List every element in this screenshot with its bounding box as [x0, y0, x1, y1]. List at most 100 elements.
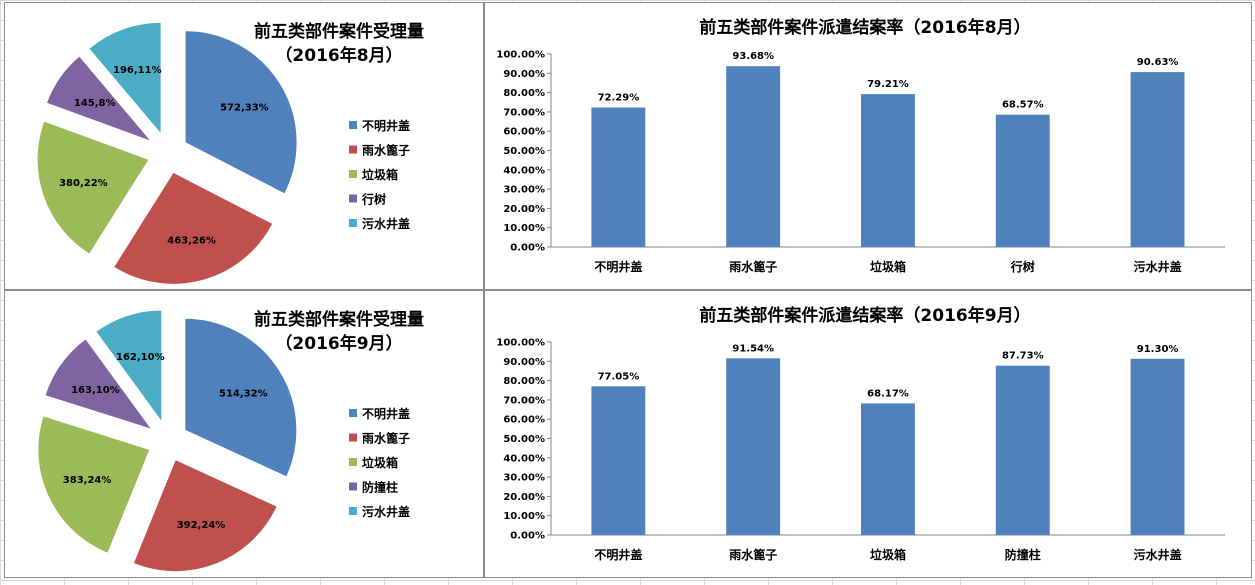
bar-chart-august: 前五类部件案件派遣结案率（2016年8月） 0.00% 10.00% 20.00% 30… — [484, 2, 1252, 290]
bar-aug-data-label-4: 90.63% — [1137, 57, 1179, 68]
bar-sep-y-tick-label-6: 60.00% — [503, 415, 545, 426]
bar-aug-y-tick-label-3: 30.00% — [503, 185, 545, 196]
pie-sep-slice-2 — [37, 415, 151, 554]
bar-aug-category-label-1: 雨水篦子 — [729, 259, 777, 274]
pie-aug-legend-label-3: 行树 — [361, 192, 386, 207]
pie-sep-legend-swatch-1 — [349, 433, 357, 442]
pie-aug-legend-swatch-0 — [349, 121, 357, 129]
pie-sep-legend-label-2: 垃圾箱 — [362, 455, 398, 470]
pie-aug-slice-label-0: 572,33% — [220, 102, 269, 113]
bar-sep-data-label-1: 91.54% — [732, 343, 774, 354]
bar-sep-y-tick-label-2: 20.00% — [503, 492, 545, 503]
pie-aug-slice-3 — [45, 55, 154, 143]
bar-aug-bar-0 — [591, 107, 646, 247]
pie-aug-slice-0 — [184, 30, 298, 195]
pie-sep-slice-label-2: 383,24% — [63, 475, 112, 486]
pie-sep-title-line1: 前五类部件案件受理量 — [254, 309, 424, 330]
bar-aug-category-label-4: 污水井盖 — [1134, 259, 1182, 274]
pie-sep-legend-label-3: 防撞柱 — [362, 480, 398, 495]
bar-sep-data-label-4: 91.30% — [1137, 344, 1179, 355]
pie-sep-legend-label-0: 不明井盖 — [362, 406, 410, 421]
bar-sep-bar-4 — [1130, 358, 1185, 535]
bar-sep-y-tick-label-9: 90.00% — [503, 357, 545, 368]
pie-chart-september-svg: 前五类部件案件受理量 （2016年9月） 514,32% 392,24% 383,24%… — [37, 309, 424, 573]
pie-sep-slice-3 — [44, 338, 154, 431]
pie-sep-legend-label-1: 雨水篦子 — [362, 431, 410, 446]
bar-aug-bar-2 — [861, 94, 915, 247]
pie-aug-slice-label-2: 380,22% — [59, 178, 108, 189]
bar-sep-bar-2 — [861, 403, 915, 535]
pie-sep-legend-swatch-4 — [349, 507, 357, 515]
bar-sep-y-tick-label-5: 50.00% — [503, 434, 545, 445]
pie-aug-slice-label-4: 196,11% — [113, 65, 162, 76]
bar-aug-y-tick-label-0: 0.00% — [510, 243, 545, 254]
bar-sep-category-label-4: 污水井盖 — [1134, 547, 1182, 562]
bar-sep-y-tick-label-4: 40.00% — [503, 453, 545, 464]
bar-aug-category-label-3: 行树 — [1010, 259, 1035, 274]
bar-sep-data-label-2: 68.17% — [867, 388, 909, 399]
pie-sep-slice-1 — [132, 458, 278, 573]
pie-aug-legend-swatch-1 — [349, 145, 357, 154]
pie-aug-slice-4 — [88, 21, 162, 136]
bar-sep-category-label-3: 防撞柱 — [1005, 547, 1041, 562]
bar-aug-y-tick-label-10: 100.00% — [496, 50, 545, 61]
pie-aug-slice-label-1: 463,26% — [167, 235, 216, 246]
pie-aug-title-line2: （2016年8月） — [275, 45, 402, 66]
bar-sep-category-label-0: 不明井盖 — [594, 547, 642, 562]
bar-aug-y-tick-label-8: 80.00% — [503, 88, 545, 99]
bar-aug-y-tick-label-4: 40.00% — [503, 165, 545, 176]
pie-chart-august: 前五类部件案件受理量 （2016年8月） 572,33% 463,26% 380,22%… — [4, 2, 484, 290]
bar-sep-data-label-0: 77.05% — [598, 371, 640, 382]
pie-chart-august-svg: 前五类部件案件受理量 （2016年8月） 572,33% 463,26% 380,22%… — [36, 21, 424, 285]
bar-aug-bar-4 — [1130, 72, 1185, 247]
pie-sep-title-line2: （2016年9月） — [275, 333, 402, 354]
bar-sep-y-tick-label-0: 0.00% — [510, 531, 545, 542]
bar-aug-data-label-2: 79.21% — [867, 79, 909, 90]
pie-aug-slice-2 — [36, 120, 150, 255]
bar-sep-y-tick-label-1: 10.00% — [503, 511, 545, 522]
pie-sep-slice-0 — [184, 317, 298, 478]
bar-chart-august-svg: 前五类部件案件派遣结案率（2016年8月） 0.00% 10.00% 20.00% 30… — [496, 17, 1225, 274]
pie-sep-legend-swatch-3 — [349, 482, 357, 491]
bar-sep-data-label-3: 87.73% — [1002, 351, 1044, 362]
bar-sep-y-tick-label-7: 70.00% — [503, 395, 545, 406]
bar-aug-bar-1 — [726, 66, 781, 247]
pie-aug-legend-swatch-3 — [349, 194, 357, 203]
pie-aug-legend-label-0: 不明井盖 — [362, 118, 410, 133]
pie-sep-slice-label-4: 162,10% — [116, 352, 165, 363]
pie-chart-september: 前五类部件案件受理量 （2016年9月） 514,32% 392,24% 383,24%… — [4, 290, 484, 578]
pie-aug-legend-swatch-2 — [349, 170, 357, 178]
bar-sep-category-label-1: 雨水篦子 — [729, 547, 777, 562]
bar-sep-y-tick-label-8: 80.00% — [503, 376, 545, 387]
bar-aug-category-label-0: 不明井盖 — [594, 259, 642, 274]
bar-aug-data-label-1: 93.68% — [732, 51, 774, 62]
pie-sep-slice-label-3: 163,10% — [71, 385, 120, 396]
bar-aug-bar-3 — [995, 114, 1050, 247]
pie-sep-slice-4 — [95, 309, 163, 424]
bar-sep-y-tick-label-10: 100.00% — [496, 338, 545, 349]
bar-aug-category-label-2: 垃圾箱 — [870, 259, 906, 274]
bar-aug-data-label-0: 72.29% — [598, 93, 640, 104]
bar-aug-y-tick-label-7: 70.00% — [503, 107, 545, 118]
pie-aug-legend-label-2: 垃圾箱 — [362, 167, 398, 182]
bar-sep-bar-0 — [591, 386, 646, 535]
bar-sep-title: 前五类部件案件派遣结案率（2016年9月） — [699, 305, 1030, 326]
bar-sep-bar-3 — [995, 365, 1050, 535]
bar-aug-y-tick-label-9: 90.00% — [503, 69, 545, 80]
pie-aug-title-line1: 前五类部件案件受理量 — [254, 21, 424, 42]
bar-aug-title: 前五类部件案件派遣结案率（2016年8月） — [699, 17, 1030, 38]
bar-sep-category-label-2: 垃圾箱 — [870, 547, 906, 562]
pie-sep-slice-label-1: 392,24% — [177, 520, 226, 531]
pie-sep-legend-swatch-0 — [349, 409, 357, 417]
pie-sep-legend-swatch-2 — [349, 458, 357, 466]
bar-sep-bar-1 — [726, 358, 781, 535]
bar-chart-september-svg: 前五类部件案件派遣结案率（2016年9月） 0.00% 10.00% 20.00% 30… — [496, 305, 1225, 562]
pie-sep-slice-label-0: 514,32% — [219, 389, 268, 400]
bar-aug-y-tick-label-1: 10.00% — [503, 223, 545, 234]
bar-aug-y-tick-label-6: 60.00% — [503, 127, 545, 138]
bar-sep-y-tick-label-3: 30.00% — [503, 473, 545, 484]
bar-aug-y-tick-label-5: 50.00% — [503, 146, 545, 157]
bar-aug-y-tick-label-2: 20.00% — [503, 204, 545, 215]
bar-aug-data-label-3: 68.57% — [1002, 100, 1044, 111]
pie-aug-slice-1 — [112, 171, 274, 285]
